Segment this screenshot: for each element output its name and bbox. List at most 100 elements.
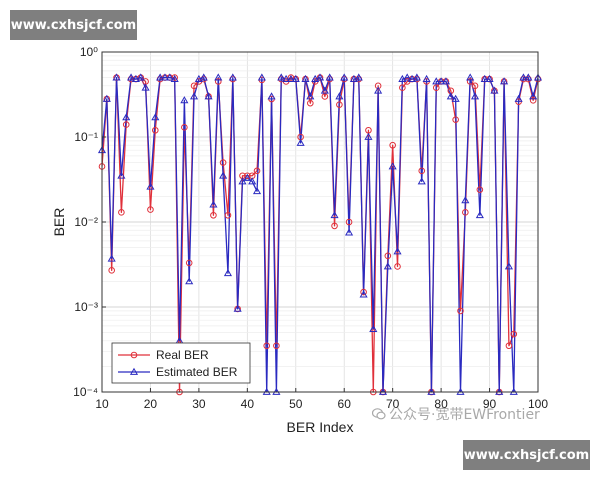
estimated-ber-point [296,138,305,146]
real-ber-point [418,167,426,175]
x-tick-label: 60 [338,397,352,411]
y-tick-label: 10⁻³ [74,300,98,314]
estimated-ber-point [160,73,170,81]
x-tick-label: 10 [95,397,109,411]
estimated-ber-point [107,254,116,262]
estimated-ber-point [117,171,126,179]
estimated-ber-point [388,162,397,170]
estimated-ber-point [151,113,160,121]
real-ber-point [336,101,343,108]
estimated-ber-point [320,86,329,94]
series-layer [97,73,543,396]
estimated-ber-point [185,277,194,285]
real-ber-point [389,141,396,149]
estimated-ber-point [306,92,315,100]
estimated-ber-point [446,92,455,100]
estimated-ber-point [500,77,509,85]
estimated-ber-point [461,196,470,204]
real-ber-point [273,342,280,350]
estimated-ber-point [252,187,262,195]
real-ber-point [399,84,406,92]
real-ber-point [510,330,518,338]
estimated-ber-point [345,228,354,236]
wechat-icon [371,407,386,421]
estimated-ber-point [243,173,252,181]
estimated-ber-point [228,73,237,81]
estimated-ber-point [156,73,165,81]
estimated-ber-point [189,92,199,100]
real-ber-point [185,259,193,267]
estimated-ber-point [301,74,310,82]
estimated-ber-point [441,77,451,85]
estimated-ber-point [282,74,291,82]
watermark-bottom: www.cxhsjcf.com [463,440,590,470]
estimated-ber-point [451,94,460,102]
estimated-ber-point [437,77,446,85]
estimated-ber-point [475,211,484,219]
estimated-ber-point [127,73,136,81]
real-ber-point [505,342,513,350]
estimated-ber-point [325,73,334,81]
y-tick-label: 10⁻⁴ [73,385,98,399]
real-ber-point [452,116,459,123]
estimated-ber-point [180,96,189,104]
estimated-ber-point [311,74,320,82]
estimated-ber-point [466,73,475,81]
estimated-ber-point [277,73,286,81]
estimated-ber-point [485,74,494,82]
real-ber-point [345,218,353,226]
real-ber-point [307,99,314,107]
real-ber-point [224,211,232,219]
estimated-ber-point [403,73,412,81]
estimated-ber-point [204,92,213,100]
estimated-ber-point [238,177,247,185]
real-ber-point [384,252,392,260]
x-tick-label: 30 [192,397,206,411]
estimated-ber-point [267,92,276,100]
real-ber-point [263,342,271,350]
estimated-ber-point [340,73,349,81]
estimated-ber-point [432,77,441,85]
x-tick-label: 70 [386,397,400,411]
estimated-ber-point [291,74,300,82]
legend-box [111,342,251,384]
estimated-ber-point [349,74,358,82]
estimated-ber-point [330,211,339,219]
real-ber-point [476,186,484,193]
real-ber-point [529,97,537,104]
estimated-ber-point [248,177,257,185]
estimated-ber-point [519,73,528,81]
real-ber-point [457,307,464,315]
x-tick-label: 90 [483,397,497,411]
real-ber-point [190,82,198,90]
legend-marker-estimated-ber [129,367,139,375]
estimated-ber-point [393,247,402,255]
estimated-ber-point [529,92,538,100]
real-ber-point [219,159,227,166]
y-tick-label: 10⁰ [80,45,98,59]
real-ber-point [471,82,479,90]
real-ber-point [122,121,130,128]
estimated-ber-point [102,94,111,102]
real-ber-point [244,172,251,180]
y-tick-label: 10⁻² [74,215,98,229]
x-tick-label: 80 [434,397,448,411]
x-tick-label: 40 [241,397,255,411]
x-tick-label: 50 [289,397,303,411]
real-ber-point [210,211,217,219]
real-ber-point [151,126,159,134]
estimated-ber-point [146,182,155,190]
real-ber-point [181,124,188,131]
legend-label-real-ber: Real BER [156,348,209,362]
estimated-ber-point [480,74,489,82]
y-tick-label: 10⁻¹ [74,130,98,144]
estimated-ber-point [369,324,378,332]
estimated-ber-point [398,74,407,82]
estimated-ber-point [354,73,363,81]
estimated-ber-point [122,113,131,121]
axis-ticks: 10 20 30 40 50 60 70 80 90 100 10⁻⁴ 10⁻³ 10⁻² 10⁻¹ 10⁰ [73,45,548,411]
series-line-estimated-ber [101,76,539,393]
estimated-ber-point [364,132,373,140]
estimated-ber-point [359,290,368,298]
estimated-ber-point [219,171,228,179]
